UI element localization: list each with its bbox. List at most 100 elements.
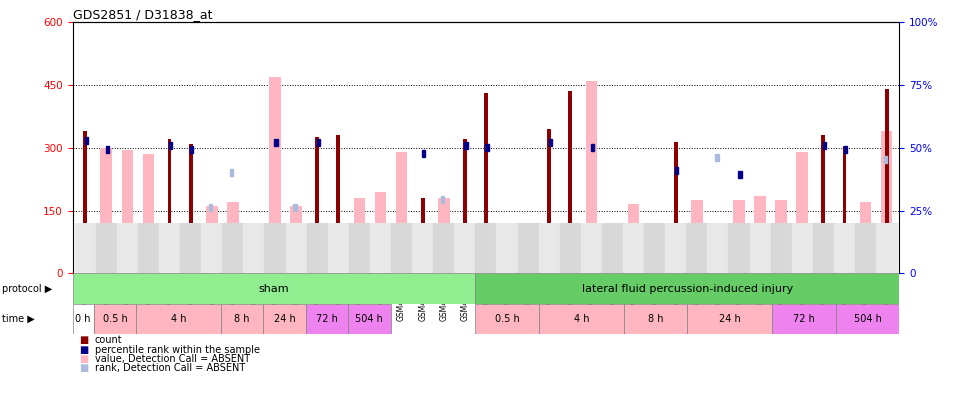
Bar	[591, 144, 594, 151]
Bar	[484, 94, 487, 273]
Bar	[823, 142, 826, 149]
Bar	[548, 139, 552, 147]
Bar	[581, 223, 601, 273]
Bar	[822, 135, 825, 273]
Bar	[463, 139, 467, 273]
Bar	[441, 196, 445, 203]
Bar	[354, 198, 366, 273]
Bar	[348, 304, 391, 334]
Bar	[438, 198, 450, 273]
Bar	[517, 223, 539, 273]
Bar	[754, 196, 766, 273]
Bar	[227, 202, 239, 273]
Text: time ▶: time ▶	[2, 314, 35, 324]
Bar	[476, 273, 899, 304]
Bar	[623, 223, 644, 273]
Bar	[206, 207, 218, 273]
Bar	[189, 144, 192, 273]
Bar	[844, 146, 847, 153]
Bar	[547, 129, 551, 273]
Bar	[143, 154, 155, 273]
Bar	[94, 304, 136, 334]
Bar	[316, 139, 320, 147]
Bar	[496, 223, 517, 273]
Text: 0.5 h: 0.5 h	[495, 314, 519, 324]
Text: 8 h: 8 h	[648, 314, 663, 324]
Bar	[96, 223, 117, 273]
Bar	[628, 205, 639, 273]
Bar	[306, 304, 348, 334]
Bar	[290, 207, 302, 273]
Text: lateral fluid percussion-induced injury: lateral fluid percussion-induced injury	[582, 284, 793, 294]
Bar	[665, 223, 687, 273]
Bar	[209, 205, 213, 211]
Text: value, Detection Call = ABSENT: value, Detection Call = ABSENT	[95, 354, 249, 364]
Bar	[708, 223, 728, 273]
Bar	[422, 150, 425, 157]
Bar	[307, 223, 328, 273]
Bar	[560, 223, 581, 273]
Text: percentile rank within the sample: percentile rank within the sample	[95, 345, 260, 354]
Bar	[687, 223, 708, 273]
Bar	[101, 148, 112, 273]
Bar	[220, 304, 263, 334]
Bar	[501, 232, 513, 273]
Bar	[433, 223, 454, 273]
Text: ■: ■	[79, 363, 89, 373]
Text: 4 h: 4 h	[573, 314, 589, 324]
Bar	[136, 304, 220, 334]
Text: 4 h: 4 h	[171, 314, 187, 324]
Bar	[201, 223, 222, 273]
Bar	[586, 81, 598, 273]
Bar	[675, 167, 679, 174]
Bar	[476, 223, 496, 273]
Bar	[881, 131, 893, 273]
Text: protocol ▶: protocol ▶	[2, 284, 52, 294]
Bar	[835, 304, 899, 334]
Bar	[180, 223, 201, 273]
Bar	[74, 223, 96, 273]
Bar	[797, 152, 808, 273]
Bar	[374, 192, 386, 273]
Bar	[776, 200, 787, 273]
Bar	[749, 223, 771, 273]
Bar	[315, 137, 319, 273]
Text: count: count	[95, 335, 123, 345]
Bar	[421, 198, 425, 273]
Bar	[539, 304, 624, 334]
Bar	[855, 223, 876, 273]
Text: 0 h: 0 h	[75, 314, 91, 324]
Bar	[83, 131, 87, 273]
Text: ■: ■	[79, 335, 89, 345]
Text: 72 h: 72 h	[793, 314, 815, 324]
Bar	[716, 154, 718, 161]
Bar	[222, 223, 244, 273]
Bar	[842, 146, 846, 273]
Bar	[328, 223, 349, 273]
Bar	[464, 142, 468, 149]
Text: 8 h: 8 h	[234, 314, 249, 324]
Bar	[739, 171, 742, 178]
Bar	[122, 150, 133, 273]
Bar	[275, 139, 278, 147]
Bar	[884, 156, 888, 163]
Bar	[454, 223, 476, 273]
Bar	[733, 200, 745, 273]
Text: ■: ■	[79, 345, 89, 354]
Bar	[476, 304, 539, 334]
Bar	[485, 144, 488, 151]
Text: 504 h: 504 h	[854, 314, 882, 324]
Bar	[728, 223, 749, 273]
Text: 24 h: 24 h	[718, 314, 741, 324]
Text: GDS2851 / D31838_at: GDS2851 / D31838_at	[73, 8, 212, 21]
Bar	[285, 223, 307, 273]
Bar	[539, 223, 560, 273]
Text: 72 h: 72 h	[316, 314, 337, 324]
Bar	[601, 223, 623, 273]
Bar	[349, 223, 370, 273]
Bar	[771, 223, 792, 273]
Bar	[269, 77, 280, 273]
Bar	[834, 223, 855, 273]
Bar	[337, 135, 340, 273]
Bar	[138, 223, 159, 273]
